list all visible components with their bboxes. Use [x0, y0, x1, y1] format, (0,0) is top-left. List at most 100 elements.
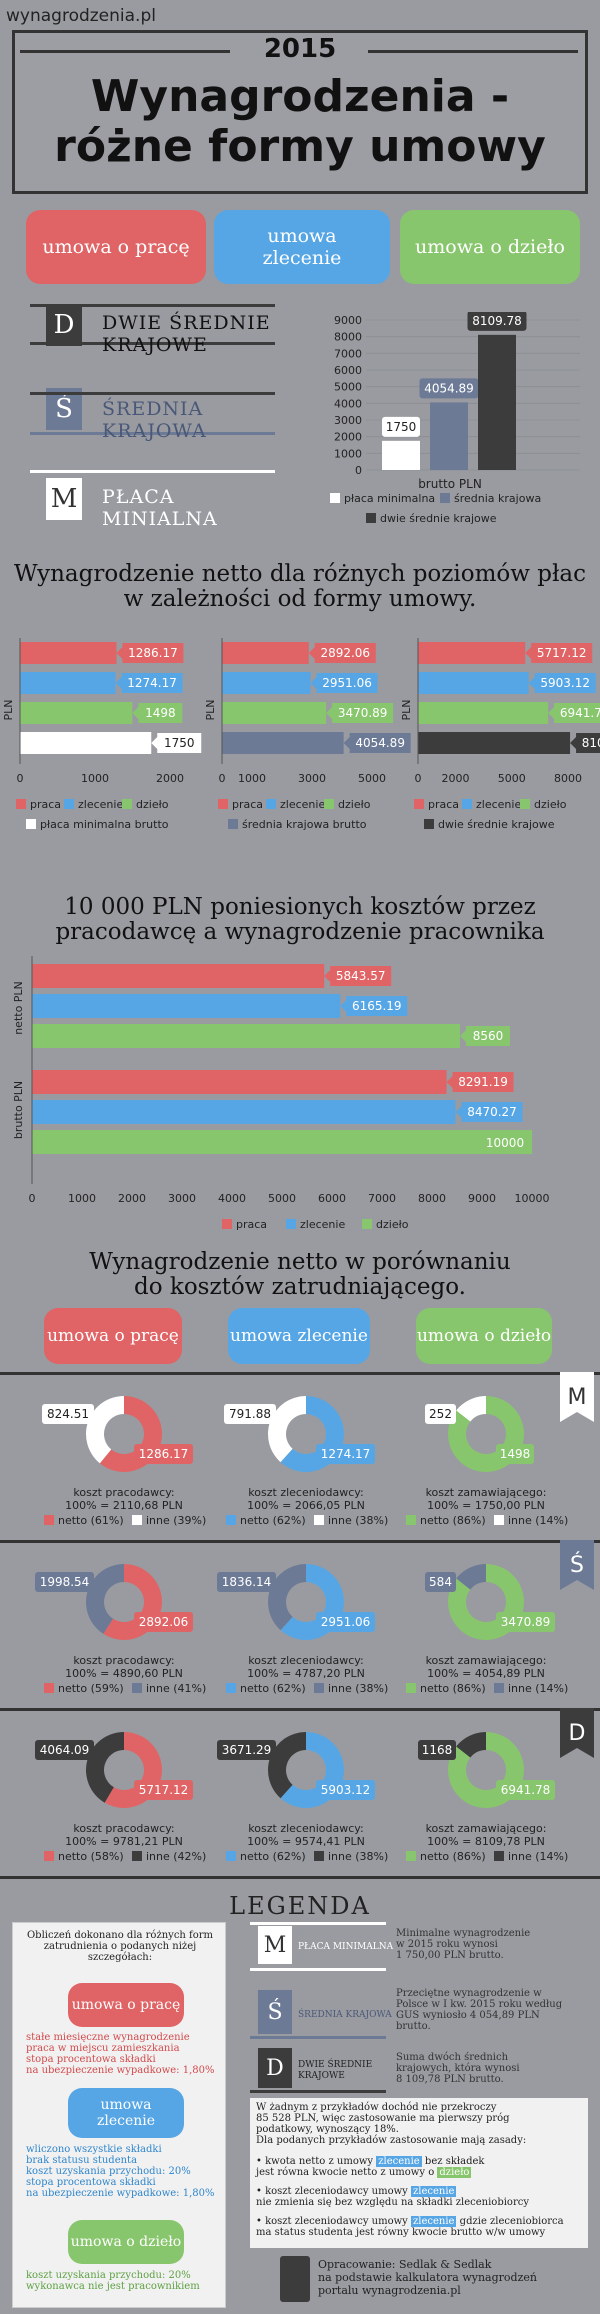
site-name[interactable]: wynagrodzenia.pl	[6, 6, 156, 26]
legend-label: praca	[30, 798, 61, 811]
title-frame	[12, 30, 588, 194]
legend-label: inne (14%)	[508, 1514, 568, 1527]
legend-swatch	[132, 1515, 142, 1525]
donut-netto-label-box	[496, 1780, 555, 1800]
y-tick-label: 4000	[334, 397, 362, 410]
bar-label-box-0	[382, 416, 420, 437]
legend-swatch	[44, 1851, 54, 1861]
donut-netto-label-box	[496, 1444, 534, 1464]
legend-praca-pill: umowa o pracę	[68, 1983, 184, 2027]
row-divider	[0, 1372, 600, 1375]
row-divider	[0, 1540, 600, 1543]
donut-netto-label-box	[316, 1612, 375, 1632]
page-title-line2: różne formy umowy	[54, 121, 546, 172]
bar-value-label-box	[570, 733, 600, 753]
donut-inne-label-box	[418, 1740, 456, 1760]
bar-value-label-box	[446, 1072, 514, 1092]
brutto-bar-chart: 0 1000 2000 3000 4000 5000 6000 7000 8000 9000 175…	[330, 312, 580, 525]
bar-2	[418, 702, 549, 724]
bar-value-label-box	[310, 673, 378, 693]
legend-m-name: PŁACA MINIMALNA	[298, 1942, 394, 1952]
bar-0	[382, 440, 420, 470]
page-title-line1: Wynagrodzenia -	[90, 71, 510, 122]
legend-label: netto (62%)	[240, 1682, 306, 1695]
donut-inne-label: 1998.54	[40, 1575, 90, 1589]
donut-caption: koszt zleceniodawcy:	[248, 1486, 363, 1499]
donut-inne-label-box	[217, 1740, 276, 1760]
donut-caption: 100% = 4890,60 PLN	[65, 1667, 183, 1680]
legend-swatch	[414, 799, 424, 809]
page-title: Wynagrodzenia - różne formy umowy	[0, 72, 600, 172]
bar-value-label: 5843.57	[336, 969, 386, 983]
x-tick-label: 9000	[468, 1192, 496, 1205]
legend-zlecenie-list: wliczono wszystkie składki brak statusu …	[26, 2144, 222, 2199]
legend-swatch	[286, 1219, 296, 1229]
bar-value-label: 1750	[386, 420, 417, 434]
contract-zlecenie-pill: umowa zlecenie	[214, 210, 390, 284]
legend-label: dzieło	[338, 798, 371, 811]
legend-label: zlecenie	[280, 798, 325, 811]
y-tick-label: 6000	[334, 364, 362, 377]
legend-s-icon: Ś	[258, 1990, 292, 2034]
x-tick-label: 3000	[298, 772, 326, 785]
bar-value-label-box	[326, 703, 394, 723]
row-label: brutto PLN	[12, 1081, 25, 1139]
category-d-label: DWIE ŚREDNIE KRAJOWE	[102, 312, 271, 356]
legend-label: dzieło	[376, 1218, 409, 1231]
donut-netto-label-box	[134, 1444, 193, 1464]
x-tick-label: 7000	[368, 1192, 396, 1205]
legend-m-desc: Minimalne wynagrodzenie w 2015 roku wynos…	[396, 1928, 531, 1961]
bar-value-label-box	[528, 673, 596, 693]
legend-label: średnia krajowa brutto	[242, 818, 367, 831]
contract-dzielo-label: umowa o dzieło	[415, 236, 565, 258]
legend-rule-3: • koszt zleceniodawcy umowy zlecenie gdz…	[256, 2216, 564, 2238]
bar-value-label-box	[480, 1132, 530, 1152]
legend-dzielo-item: koszt uzyskania przychodu: 20%	[26, 2270, 191, 2281]
legend-note: W żadnym z przykładów dochód nie przekro…	[256, 2102, 527, 2146]
legend-swatch	[362, 1219, 372, 1229]
legend-swatch	[226, 1851, 236, 1861]
donut-netto-label: 2951.06	[321, 1615, 371, 1629]
legend-swatch	[462, 799, 472, 809]
legend-swatch	[222, 1219, 232, 1229]
legend-label: praca	[232, 798, 263, 811]
bar-value-label: 1498	[145, 706, 176, 720]
legend-swatch	[314, 1683, 324, 1693]
donut-caption: koszt pracodawcy:	[73, 1654, 174, 1667]
legend-swatch	[122, 799, 132, 809]
donut-caption: 100% = 4054,89 PLN	[427, 1667, 545, 1680]
legend-swatch	[64, 799, 74, 809]
donut-inne-label-box	[35, 1740, 94, 1760]
x-tick-label: 0	[17, 772, 24, 785]
bar-value-label-box	[460, 1026, 510, 1046]
donut-praca-label: umowa o pracę	[47, 1326, 179, 1346]
bar-value-label-box	[116, 643, 184, 663]
legend-label: dwie średnie krajowe	[380, 512, 497, 525]
legend-swatch	[226, 1515, 236, 1525]
legend-label: inne (39%)	[146, 1514, 206, 1527]
x-tick-label: 4000	[218, 1192, 246, 1205]
legend-zlecenie-item: koszt uzyskania przychodu: 20%	[26, 2166, 191, 2177]
legend-zlecenie-item: na ubezpieczenie wypadkowe: 1,80%	[26, 2188, 215, 2199]
donut-inne-slice	[86, 1564, 124, 1634]
bar-2	[478, 334, 516, 470]
legend-d-name: DWIE ŚREDNIE KRAJOWE	[298, 2060, 373, 2081]
donut-inne-label-box	[42, 1404, 94, 1424]
donut-netto-label-box	[134, 1780, 193, 1800]
donut-netto-label: 1498	[500, 1447, 531, 1461]
donut-inne-slice	[267, 1564, 306, 1631]
row-label: netto PLN	[12, 981, 25, 1035]
legend-rule-1: • kwota netto z umowy zlecenie bez skład…	[256, 2156, 485, 2178]
x-tick-label: 2000	[442, 772, 470, 785]
bar-3	[418, 732, 571, 754]
bar-1	[32, 994, 341, 1018]
legend-swatch	[406, 1515, 416, 1525]
contract-zlecenie-label1: umowa	[267, 225, 337, 247]
bar-3	[32, 1070, 447, 1094]
donut-praca-pill: umowa o pracę	[44, 1308, 182, 1364]
donut-inne-slice	[85, 1732, 124, 1803]
x-tick-label: 1000	[238, 772, 266, 785]
legend-dzielo-pill: umowa o dzieło	[68, 2220, 184, 2264]
legend-label: zlecenie	[300, 1218, 345, 1231]
bar-value-label-box	[308, 643, 376, 663]
